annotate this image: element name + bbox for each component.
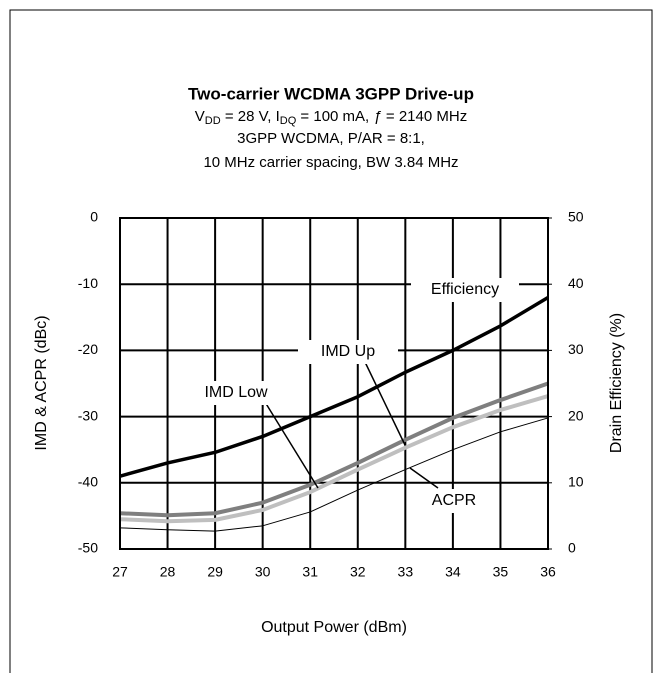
y-tick-label: -50 xyxy=(78,540,98,556)
y2-tick-label: 20 xyxy=(568,407,584,423)
x-axis-label: Output Power (dBm) xyxy=(261,619,407,636)
series-line xyxy=(119,394,549,524)
chart-title: Two-carrier WCDMA 3GPP Drive-up xyxy=(188,84,474,103)
subtitle-part: = 28 V, I xyxy=(221,108,280,125)
subtitle-part: = 100 mA, xyxy=(296,108,373,125)
series-label: IMD Up xyxy=(321,343,375,360)
y-axis-label: IMD & ACPR (dBc) xyxy=(33,315,50,450)
y2-tick-label: 50 xyxy=(568,209,584,225)
y-tick-label: -10 xyxy=(78,275,98,291)
series-label: ACPR xyxy=(432,492,476,509)
x-tick-label: 36 xyxy=(540,564,556,580)
x-tick-label: 27 xyxy=(112,564,128,580)
label-bg xyxy=(298,340,398,364)
series-label: IMD Low xyxy=(204,384,268,401)
x-tick-label: 33 xyxy=(398,564,414,580)
x-tick-label: 34 xyxy=(445,564,461,580)
y2-axis-label: Drain Efficiency (%) xyxy=(608,313,625,453)
y-tick-label: -20 xyxy=(78,341,98,357)
label-bg xyxy=(411,278,519,302)
x-tick-label: 30 xyxy=(255,564,271,580)
leader-line xyxy=(364,361,406,446)
y2-tick-label: 10 xyxy=(568,474,584,490)
subtitle-part: = 2140 MHz xyxy=(382,108,467,125)
subscript: DQ xyxy=(280,115,297,127)
subtitle-part: V xyxy=(195,108,205,125)
x-tick-label: 29 xyxy=(207,564,223,580)
leader-line xyxy=(264,401,319,489)
x-tick-label: 35 xyxy=(493,564,509,580)
x-tick-label: 31 xyxy=(302,564,318,580)
x-tick-label: 32 xyxy=(350,564,366,580)
series-line xyxy=(119,381,549,518)
subtitle-part: ƒ xyxy=(373,108,381,125)
label-bg xyxy=(187,381,285,405)
y-tick-label: -40 xyxy=(78,474,98,490)
subtitle: 3GPP WCDMA, P/AR = 8:1, xyxy=(237,130,425,147)
y2-tick-label: 0 xyxy=(568,540,576,556)
frame xyxy=(9,9,653,673)
y2-tick-label: 30 xyxy=(568,341,584,357)
plot-frame xyxy=(119,217,549,550)
series-line xyxy=(119,295,549,478)
subtitle: VDD = 28 V, IDQ = 100 mA, ƒ = 2140 MHz xyxy=(195,108,467,127)
series-label: Efficiency xyxy=(431,281,499,298)
y2-tick-label: 40 xyxy=(568,275,584,291)
label-bg xyxy=(418,489,490,513)
leader-line xyxy=(409,467,439,489)
y-tick-label: -30 xyxy=(78,407,98,423)
series-line xyxy=(119,417,549,532)
y-tick-label: 0 xyxy=(90,209,98,225)
subtitle: 10 MHz carrier spacing, BW 3.84 MHz xyxy=(203,154,458,171)
x-tick-label: 28 xyxy=(160,564,176,580)
subscript: DD xyxy=(205,115,221,127)
